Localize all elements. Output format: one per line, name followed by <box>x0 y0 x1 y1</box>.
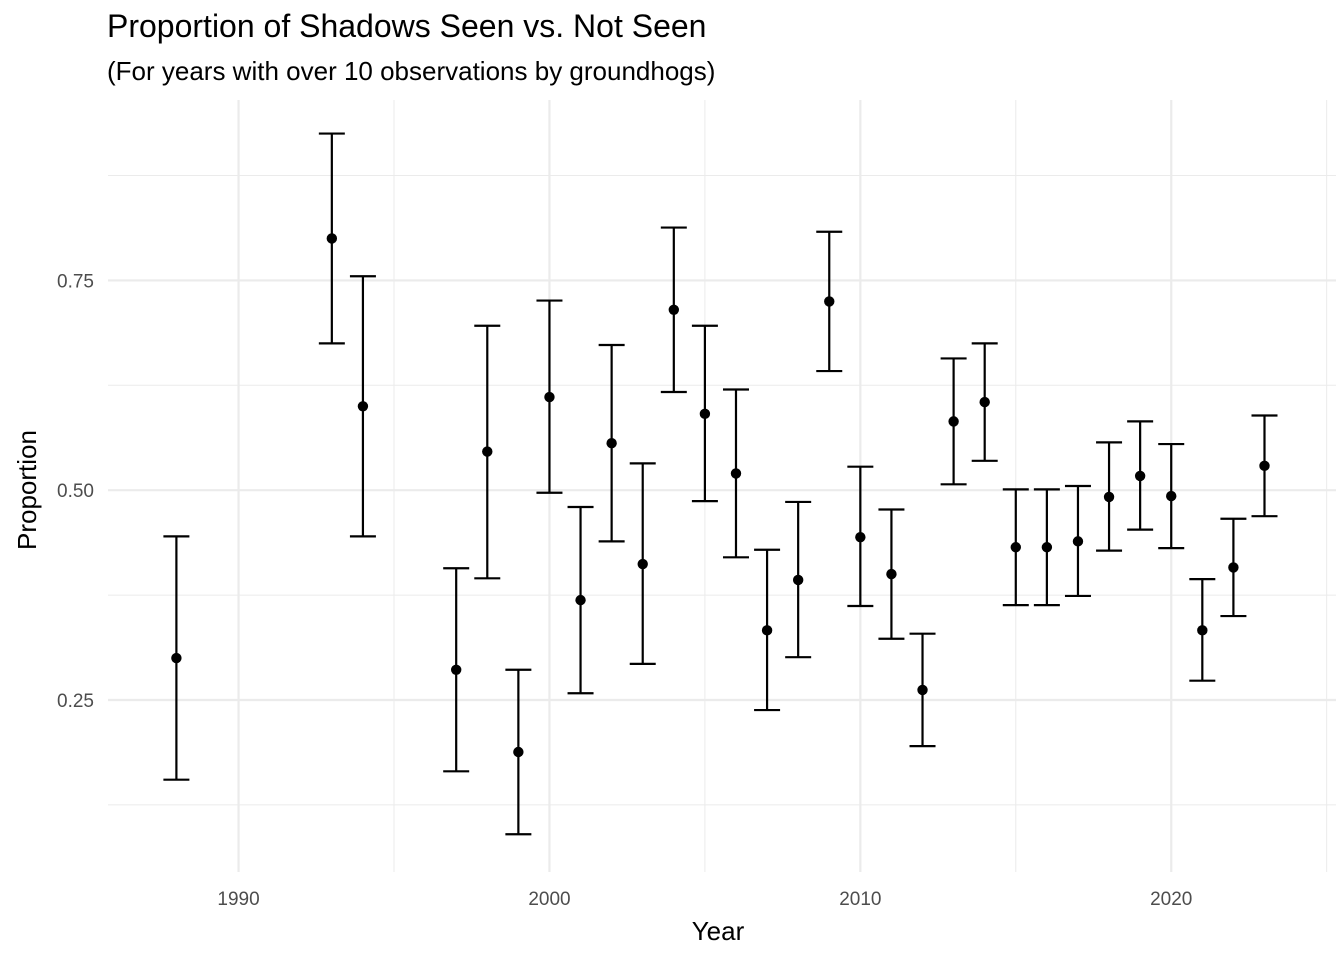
y-tick-label: 0.25 <box>57 691 94 712</box>
data-point <box>450 664 462 675</box>
point-layer <box>171 233 1270 758</box>
chart-subtitle: (For years with over 10 observations by … <box>107 56 716 86</box>
data-point <box>979 396 990 408</box>
data-point <box>761 625 773 636</box>
data-point <box>668 304 680 315</box>
tick-layer: 1990 2000 2010 2020 0.25 0.50 0.75 <box>57 271 1192 910</box>
x-tick-label: 2010 <box>839 889 881 910</box>
data-point <box>482 446 493 457</box>
data-point <box>1197 625 1208 636</box>
data-point <box>1072 536 1084 547</box>
data-point <box>1103 491 1115 503</box>
data-point <box>1010 542 1021 553</box>
data-point <box>326 233 338 244</box>
data-point <box>637 558 648 570</box>
data-point <box>824 296 835 307</box>
x-tick-label: 2020 <box>1150 889 1192 910</box>
y-tick-label: 0.50 <box>57 481 94 502</box>
data-point <box>1041 542 1053 553</box>
data-point <box>606 438 617 449</box>
chart-title: Proportion of Shadows Seen vs. Not Seen <box>107 8 707 44</box>
x-axis-title: Year <box>692 916 745 946</box>
data-point <box>917 684 928 696</box>
data-point <box>1228 562 1239 573</box>
x-tick-label: 2000 <box>528 889 570 910</box>
data-point <box>730 468 742 479</box>
data-point <box>948 416 959 427</box>
data-point <box>792 574 804 586</box>
data-point <box>513 746 524 758</box>
data-point <box>1134 470 1146 482</box>
data-point <box>357 401 369 412</box>
data-point <box>886 568 897 580</box>
data-point <box>1259 460 1270 472</box>
data-point <box>544 391 555 403</box>
data-point <box>699 408 711 420</box>
data-point <box>171 652 182 664</box>
data-point <box>575 594 586 606</box>
data-point <box>1166 490 1177 502</box>
data-point <box>855 531 866 543</box>
grid-layer <box>108 100 1336 872</box>
x-tick-label: 1990 <box>217 889 259 910</box>
y-tick-label: 0.75 <box>57 271 94 292</box>
y-axis-title: Proportion <box>12 430 42 550</box>
